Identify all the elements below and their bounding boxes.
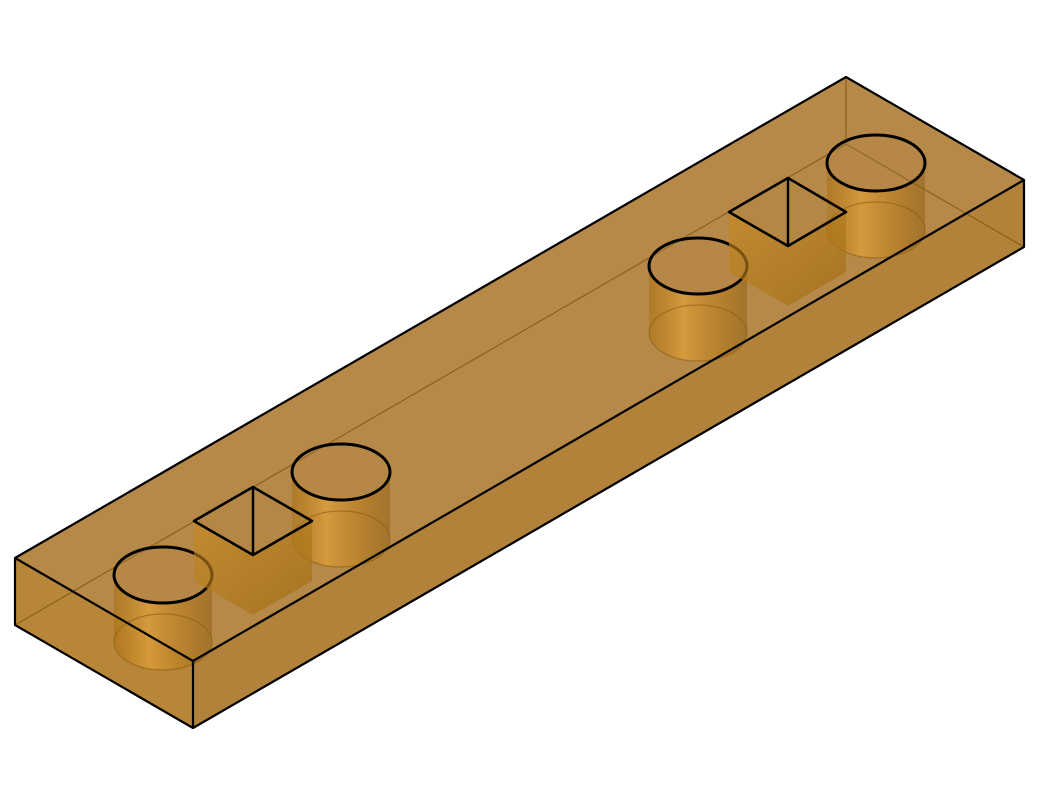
plate-top-face: [15, 77, 1024, 661]
hole-rim: [825, 133, 927, 193]
hole-wall: [827, 163, 925, 258]
plate-front-face: [193, 180, 1024, 728]
through-holes: [112, 133, 927, 671]
through-hole[interactable]: [290, 442, 392, 568]
hole-wall: [292, 472, 390, 567]
hole-wall: [114, 575, 212, 670]
hole-rim: [290, 442, 392, 502]
pyramid-pockets: [192, 176, 848, 615]
hole-bottom-edge: [648, 304, 748, 362]
pyramid-pocket[interactable]: [727, 176, 848, 306]
plate-body: [15, 77, 1024, 728]
hole-bottom-edge: [113, 613, 213, 671]
through-hole[interactable]: [825, 133, 927, 259]
pocket-wall: [194, 521, 312, 615]
hole-wall: [649, 266, 747, 361]
plate-left-face: [15, 558, 193, 728]
outline-edges: [13, 75, 1026, 730]
pyramid-pocket[interactable]: [192, 485, 314, 615]
pocket-wall: [729, 212, 846, 306]
through-hole[interactable]: [112, 545, 214, 671]
